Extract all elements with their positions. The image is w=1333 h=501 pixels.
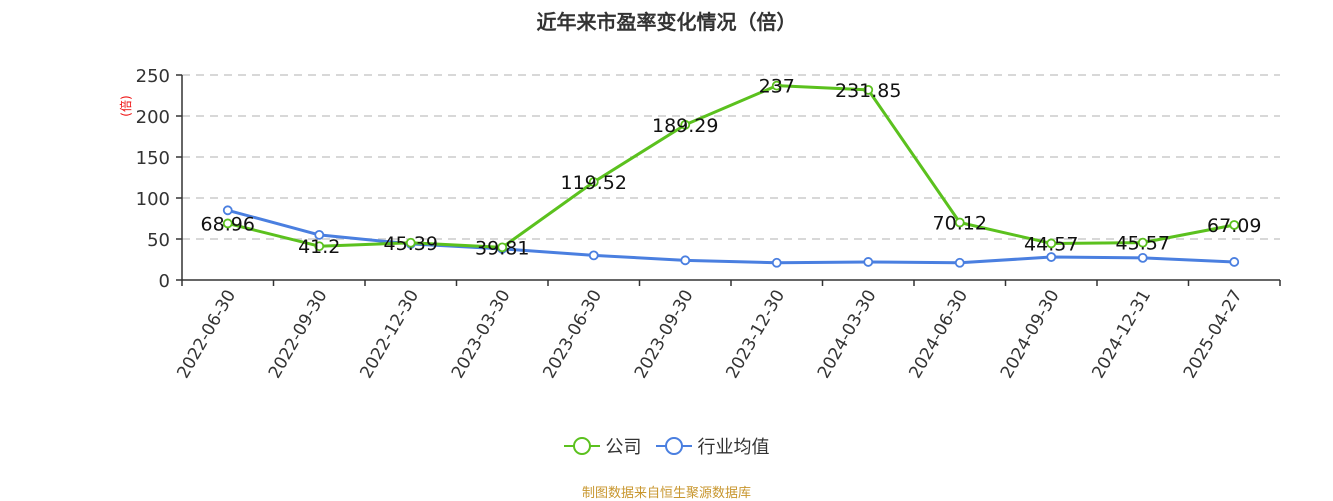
data-point[interactable] (954, 217, 965, 228)
data-label: 237 (759, 76, 795, 98)
data-label: 39.81 (475, 237, 529, 259)
series-line (227, 208, 1235, 265)
data-point[interactable] (588, 177, 599, 187)
series-lines (222, 80, 1240, 268)
data-point[interactable] (771, 80, 782, 91)
x-tick-label: 2023-06-30 (539, 287, 606, 383)
y-tick-label: 250 (136, 66, 170, 87)
data-point[interactable] (954, 257, 965, 268)
x-tick-label: 2022-12-30 (356, 287, 423, 383)
legend-label-company: 公司 (605, 437, 642, 458)
data-point[interactable] (314, 229, 325, 240)
data-label: 44.57 (1024, 233, 1078, 255)
data-point[interactable] (1229, 220, 1240, 230)
chart-title: 近年来市盈率变化情况（倍） (536, 10, 797, 34)
data-point[interactable] (680, 255, 691, 266)
x-tick-label: 2023-03-30 (448, 287, 515, 383)
y-tick-label: 200 (136, 107, 170, 128)
x-tick-label: 2024-12-31 (1088, 287, 1155, 383)
x-tick-label: 2024-03-30 (814, 287, 881, 383)
x-axis: 2022-06-30 2022-09-30 2022-12-30 2023-03-30… (173, 279, 1281, 383)
legend-item-company[interactable]: 公司 (563, 433, 642, 459)
data-point[interactable] (405, 237, 416, 248)
data-point[interactable] (1046, 252, 1057, 262)
y-tick-label: 0 (159, 271, 170, 292)
data-point[interactable] (222, 218, 233, 229)
legend-line-circle-icon (563, 437, 600, 455)
data-label: 68.96 (201, 213, 255, 235)
y-tick-label: 50 (147, 230, 170, 251)
data-point[interactable] (497, 242, 508, 253)
x-tick-label: 2022-09-30 (265, 287, 332, 383)
data-point[interactable] (863, 84, 874, 95)
x-tick-label: 2024-06-30 (905, 287, 972, 383)
data-point[interactable] (222, 205, 233, 216)
data-point[interactable] (1137, 237, 1148, 248)
data-labels: 68.96 41.2 45.39 39.81 119.52 189.29 237 231.85… (201, 76, 1262, 260)
series-line (227, 84, 1235, 249)
x-tick-label: 2023-09-30 (631, 287, 698, 383)
data-label: 67.09 (1207, 215, 1261, 237)
y-axis-unit-label: (倍) (118, 95, 133, 116)
data-point[interactable] (314, 241, 325, 252)
legend: 公司 行业均值 (0, 433, 1333, 459)
data-point[interactable] (1137, 252, 1148, 263)
x-tick-label: 2022-06-30 (173, 287, 240, 383)
legend-item-industry-average[interactable]: 行业均值 (655, 433, 770, 459)
x-tick-label: 2024-09-30 (997, 287, 1064, 383)
data-point[interactable] (680, 119, 691, 130)
data-point[interactable] (771, 257, 782, 268)
data-label: 45.39 (384, 233, 438, 255)
x-tick-label: 2023-12-30 (722, 287, 789, 383)
data-label: 189.29 (652, 115, 718, 137)
data-label: 231.85 (835, 80, 901, 102)
data-point[interactable] (1046, 238, 1057, 249)
data-point[interactable] (588, 250, 599, 261)
y-tick-label: 100 (136, 189, 170, 210)
data-label: 45.57 (1116, 233, 1170, 255)
data-point[interactable] (1229, 257, 1240, 267)
data-source-note: 制图数据来自恒生聚源数据库 (581, 486, 751, 501)
data-label: 119.52 (561, 172, 627, 194)
data-label: 41.2 (298, 236, 340, 258)
grid-lines (182, 74, 1280, 240)
data-point[interactable] (863, 257, 874, 267)
y-tick-label: 150 (136, 148, 170, 169)
legend-line-circle-icon (655, 437, 692, 455)
data-label: 70.12 (933, 213, 987, 235)
legend-label-industry-average: 行业均值 (697, 437, 770, 458)
x-tick-label: 2025-04-27 (1180, 287, 1247, 383)
y-axis: 0 50 100 150 200 250(倍) (118, 66, 183, 292)
